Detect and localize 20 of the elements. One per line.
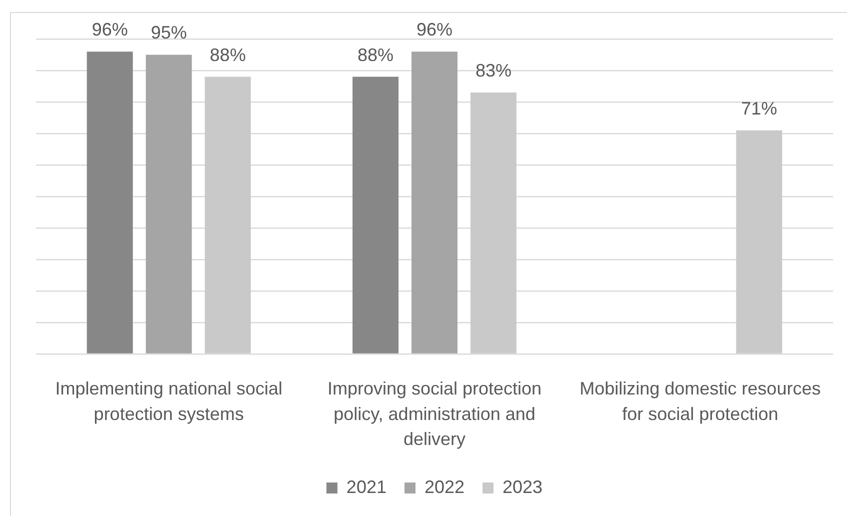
x-tick-label: Mobilizing domestic resources for social protection: [580, 378, 821, 424]
bar: [352, 76, 399, 354]
legend-label: 2022: [424, 476, 465, 497]
data-label: 83%: [475, 60, 512, 81]
data-label: 71%: [741, 98, 778, 118]
legend-label: 2021: [346, 476, 386, 497]
data-label: 95%: [150, 22, 187, 43]
x-tick-label: Improving social protection policy, administration and delivery: [327, 378, 542, 449]
bar: [412, 52, 458, 354]
bar: [146, 54, 192, 354]
data-label: 96%: [416, 20, 453, 40]
legend-label: 2023: [502, 476, 543, 497]
bar: [470, 92, 516, 354]
bar: [86, 52, 133, 354]
data-label: 96%: [92, 20, 128, 40]
bar: [736, 130, 782, 354]
bar: [204, 76, 251, 354]
data-label: 88%: [210, 44, 246, 65]
data-label: 88%: [358, 44, 394, 65]
x-tick-label: Implementing national social protection systems: [55, 378, 282, 424]
